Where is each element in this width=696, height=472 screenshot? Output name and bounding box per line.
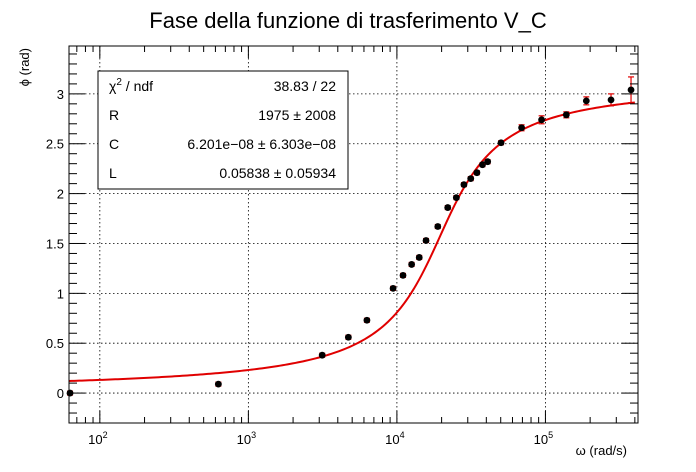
data-point-13 [460, 181, 468, 189]
data-point-24 [627, 86, 635, 94]
y-tick-label-6: 3 [57, 87, 64, 102]
plot-frame [68, 45, 639, 424]
stats-row-name-0: χ2 / ndf [109, 77, 153, 94]
data-point-21 [562, 111, 570, 119]
data-point-7 [408, 261, 416, 268]
x-tick-label-3: 105 [534, 430, 553, 447]
data-point-16 [479, 161, 486, 169]
y-tick-label-5: 2.5 [46, 137, 64, 152]
data-point-5 [389, 284, 397, 292]
data-point-23 [607, 96, 615, 104]
stats-row-name-1: R [109, 107, 119, 123]
chart-title: Fase della funzione di trasferimento V_C [149, 8, 547, 33]
data-point-17 [484, 158, 492, 166]
data-point-11 [444, 204, 452, 211]
stats-row-name-2: C [109, 136, 119, 152]
data-point-3 [344, 333, 352, 341]
data-point-18 [497, 139, 505, 147]
axis-ticks: 102 103 104 105 0 0.5 1 1.5 2 2.5 3 [46, 46, 638, 447]
x-tick-label-2: 104 [385, 430, 404, 447]
data-point-22 [582, 97, 590, 105]
data-point-12 [452, 194, 460, 201]
grid [69, 46, 638, 423]
data-point-19 [518, 124, 525, 132]
y-tick-label-1: 0.5 [46, 336, 64, 351]
stats-row-value-1: 1975 ± 2008 [258, 107, 336, 123]
data-point-10 [434, 223, 442, 230]
y-axis-title: ϕ (rad) [17, 48, 32, 86]
stats-row-name-3: L [109, 165, 117, 181]
fit-stats-box: χ2 / ndf 38.83 / 22 R 1975 ± 2008 C 6.201e−08… [97, 70, 349, 190]
data-point-1 [214, 380, 222, 388]
x-axis-title: ω (rad/s) [576, 443, 627, 458]
stats-row-value-3: 0.05838 ± 0.05934 [219, 165, 336, 181]
x-tick-label-0: 102 [88, 430, 107, 447]
stats-row-value-2: 6.201e−08 ± 6.303e−08 [187, 136, 336, 152]
y-tick-label-2: 1 [57, 286, 64, 301]
data-point-6 [399, 271, 407, 279]
y-tick-label-0: 0 [57, 386, 64, 401]
x-tick-label-1: 103 [237, 430, 256, 447]
stats-row-value-0: 38.83 / 22 [274, 78, 336, 94]
data-point-20 [538, 116, 546, 124]
stats-box-frame [97, 70, 349, 190]
data-point-2 [318, 351, 326, 359]
data-point-9 [422, 237, 430, 244]
data-point-14 [467, 175, 475, 183]
y-tick-label-4: 2 [57, 187, 64, 202]
y-tick-label-3: 1.5 [46, 236, 64, 251]
data-point-15 [473, 169, 481, 177]
data-points-layer [66, 76, 635, 397]
data-point-8 [415, 254, 423, 261]
data-point-4 [363, 316, 371, 324]
